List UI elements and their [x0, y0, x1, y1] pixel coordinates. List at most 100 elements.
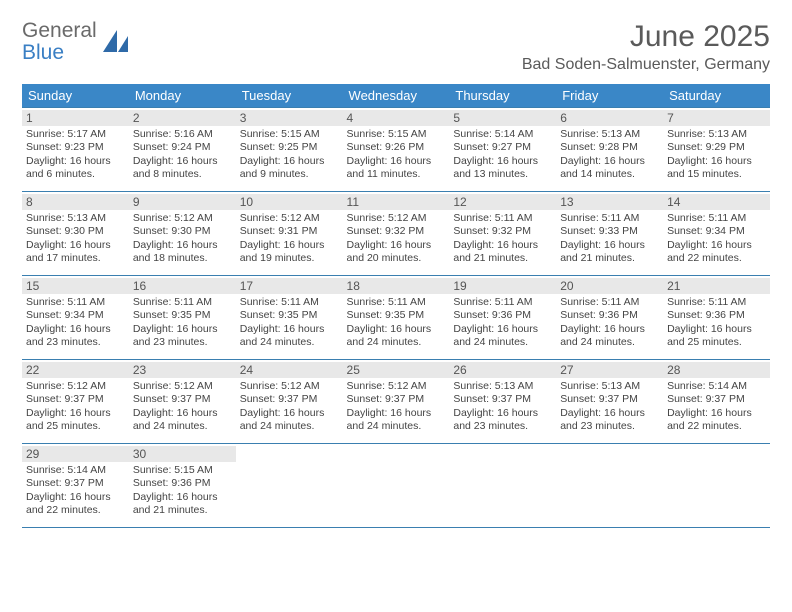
daylight-text: Daylight: 16 hours and 21 minutes. [560, 239, 659, 266]
calendar-cell: 23Sunrise: 5:12 AMSunset: 9:37 PMDayligh… [129, 360, 236, 444]
daylight-text: Daylight: 16 hours and 23 minutes. [26, 323, 125, 350]
day-number: 12 [449, 194, 556, 210]
cell-inner: 27Sunrise: 5:13 AMSunset: 9:37 PMDayligh… [556, 360, 663, 438]
calendar-week: 15Sunrise: 5:11 AMSunset: 9:34 PMDayligh… [22, 276, 770, 360]
day-number: 30 [129, 446, 236, 462]
calendar-cell: 28Sunrise: 5:14 AMSunset: 9:37 PMDayligh… [663, 360, 770, 444]
sunset-text: Sunset: 9:37 PM [560, 393, 659, 406]
sunset-text: Sunset: 9:29 PM [667, 141, 766, 154]
day-number: 25 [343, 362, 450, 378]
calendar-cell: 12 Sunrise: 5:11 AMSunset: 9:32 PMDayligh… [449, 192, 556, 276]
calendar-cell: 26Sunrise: 5:13 AMSunset: 9:37 PMDayligh… [449, 360, 556, 444]
sunrise-text: Sunrise: 5:11 AM [560, 212, 659, 225]
daylight-text: Daylight: 16 hours and 24 minutes. [347, 407, 446, 434]
cell-text: Sunrise: 5:16 AMSunset: 9:24 PMDaylight:… [133, 128, 232, 182]
cell-text: Sunrise: 5:13 AMSunset: 9:29 PMDaylight:… [667, 128, 766, 182]
day-number: 27 [556, 362, 663, 378]
calendar-cell: 5Sunrise: 5:14 AMSunset: 9:27 PMDaylight… [449, 108, 556, 192]
cell-inner: 2Sunrise: 5:16 AMSunset: 9:24 PMDaylight… [129, 108, 236, 186]
calendar-cell: 2Sunrise: 5:16 AMSunset: 9:24 PMDaylight… [129, 108, 236, 192]
cell-inner: 4 Sunrise: 5:15 AMSunset: 9:26 PMDaylight… [343, 108, 450, 186]
sunset-text: Sunset: 9:34 PM [26, 309, 125, 322]
cell-text: Sunrise: 5:13 AMSunset: 9:30 PMDaylight:… [26, 212, 125, 266]
day-number: 5 [449, 110, 556, 126]
calendar-cell: 20Sunrise: 5:11 AMSunset: 9:36 PMDayligh… [556, 276, 663, 360]
sunrise-text: Sunrise: 5:14 AM [453, 128, 552, 141]
day-number: 10 [236, 194, 343, 210]
cell-text: Sunrise: 5:15 AMSunset: 9:25 PMDaylight:… [240, 128, 339, 182]
sunrise-text: Sunrise: 5:12 AM [240, 212, 339, 225]
day-number: 17 [236, 278, 343, 294]
title-block: June 2025 Bad Soden-Salmuenster, Germany [522, 20, 770, 74]
sunset-text: Sunset: 9:30 PM [26, 225, 125, 238]
daylight-text: Daylight: 16 hours and 25 minutes. [667, 323, 766, 350]
daylight-text: Daylight: 16 hours and 23 minutes. [133, 323, 232, 350]
sunrise-text: Sunrise: 5:12 AM [347, 212, 446, 225]
cell-inner: 17 Sunrise: 5:11 AMSunset: 9:35 PMDayligh… [236, 276, 343, 354]
sunrise-text: Sunrise: 5:15 AM [133, 464, 232, 477]
sunrise-text: Sunrise: 5:12 AM [347, 380, 446, 393]
sunrise-text: Sunrise: 5:12 AM [133, 212, 232, 225]
logo-line2: Blue [22, 41, 64, 64]
cell-inner: 1Sunrise: 5:17 AMSunset: 9:23 PMDaylight… [22, 108, 129, 186]
cell-inner: 29Sunrise: 5:14 AMSunset: 9:37 PMDayligh… [22, 444, 129, 522]
logo-line1: General [22, 19, 97, 42]
day-number: 24 [236, 362, 343, 378]
cell-inner: 11Sunrise: 5:12 AMSunset: 9:32 PMDayligh… [343, 192, 450, 270]
cell-inner: 9Sunrise: 5:12 AMSunset: 9:30 PMDaylight… [129, 192, 236, 270]
day-number: 7 [663, 110, 770, 126]
cell-text: Sunrise: 5:11 AMSunset: 9:32 PMDaylight:… [453, 212, 552, 266]
cell-text: Sunrise: 5:15 AMSunset: 9:26 PMDaylight:… [347, 128, 446, 182]
sunset-text: Sunset: 9:36 PM [453, 309, 552, 322]
day-number: 11 [343, 194, 450, 210]
calendar-cell: 13Sunrise: 5:11 AMSunset: 9:33 PMDayligh… [556, 192, 663, 276]
cell-inner: 23Sunrise: 5:12 AMSunset: 9:37 PMDayligh… [129, 360, 236, 438]
sunrise-text: Sunrise: 5:11 AM [667, 296, 766, 309]
sunrise-text: Sunrise: 5:15 AM [240, 128, 339, 141]
cell-inner: 21Sunrise: 5:11 AMSunset: 9:36 PMDayligh… [663, 276, 770, 354]
daylight-text: Daylight: 16 hours and 13 minutes. [453, 155, 552, 182]
cell-text: Sunrise: 5:12 AMSunset: 9:37 PMDaylight:… [347, 380, 446, 434]
calendar-table: SundayMondayTuesdayWednesdayThursdayFrid… [22, 84, 770, 528]
calendar-cell: 7 Sunrise: 5:13 AMSunset: 9:29 PMDaylight… [663, 108, 770, 192]
sunrise-text: Sunrise: 5:13 AM [667, 128, 766, 141]
calendar-cell: 22Sunrise: 5:12 AMSunset: 9:37 PMDayligh… [22, 360, 129, 444]
sunset-text: Sunset: 9:35 PM [240, 309, 339, 322]
calendar-body: 1Sunrise: 5:17 AMSunset: 9:23 PMDaylight… [22, 108, 770, 528]
calendar-week: 1Sunrise: 5:17 AMSunset: 9:23 PMDaylight… [22, 108, 770, 192]
sunset-text: Sunset: 9:25 PM [240, 141, 339, 154]
logo: General Blue [22, 20, 129, 64]
day-number: 22 [22, 362, 129, 378]
sunset-text: Sunset: 9:31 PM [240, 225, 339, 238]
daylight-text: Daylight: 16 hours and 11 minutes. [347, 155, 446, 182]
calendar-cell: 30Sunrise: 5:15 AMSunset: 9:36 PMDayligh… [129, 444, 236, 528]
daylight-text: Daylight: 16 hours and 19 minutes. [240, 239, 339, 266]
sunset-text: Sunset: 9:37 PM [133, 393, 232, 406]
sunset-text: Sunset: 9:37 PM [347, 393, 446, 406]
day-number: 19 [449, 278, 556, 294]
day-number: 4 [343, 110, 450, 126]
calendar-cell: 4 Sunrise: 5:15 AMSunset: 9:26 PMDaylight… [343, 108, 450, 192]
cell-text: Sunrise: 5:17 AMSunset: 9:23 PMDaylight:… [26, 128, 125, 182]
daylight-text: Daylight: 16 hours and 21 minutes. [133, 491, 232, 518]
daylight-text: Daylight: 16 hours and 25 minutes. [26, 407, 125, 434]
calendar-cell: 25 Sunrise: 5:12 AMSunset: 9:37 PMDayligh… [343, 360, 450, 444]
daylight-text: Daylight: 16 hours and 24 minutes. [347, 323, 446, 350]
cell-text: Sunrise: 5:13 AMSunset: 9:37 PMDaylight:… [453, 380, 552, 434]
cell-text: Sunrise: 5:11 AMSunset: 9:35 PMDaylight:… [240, 296, 339, 350]
calendar-cell: 3Sunrise: 5:15 AMSunset: 9:25 PMDaylight… [236, 108, 343, 192]
day-number: 15 [22, 278, 129, 294]
sunset-text: Sunset: 9:37 PM [240, 393, 339, 406]
cell-text: Sunrise: 5:11 AMSunset: 9:34 PMDaylight:… [667, 212, 766, 266]
sunrise-text: Sunrise: 5:11 AM [26, 296, 125, 309]
calendar-cell: 29Sunrise: 5:14 AMSunset: 9:37 PMDayligh… [22, 444, 129, 528]
sunrise-text: Sunrise: 5:12 AM [26, 380, 125, 393]
calendar-cell: 10 Sunrise: 5:12 AMSunset: 9:31 PMDayligh… [236, 192, 343, 276]
calendar-cell: 18Sunrise: 5:11 AMSunset: 9:35 PMDayligh… [343, 276, 450, 360]
cell-inner: 30Sunrise: 5:15 AMSunset: 9:36 PMDayligh… [129, 444, 236, 522]
cell-text: Sunrise: 5:11 AMSunset: 9:35 PMDaylight:… [133, 296, 232, 350]
daylight-text: Daylight: 16 hours and 23 minutes. [560, 407, 659, 434]
cell-inner: 15 Sunrise: 5:11 AMSunset: 9:34 PMDayligh… [22, 276, 129, 354]
sunset-text: Sunset: 9:32 PM [453, 225, 552, 238]
sunset-text: Sunset: 9:36 PM [667, 309, 766, 322]
